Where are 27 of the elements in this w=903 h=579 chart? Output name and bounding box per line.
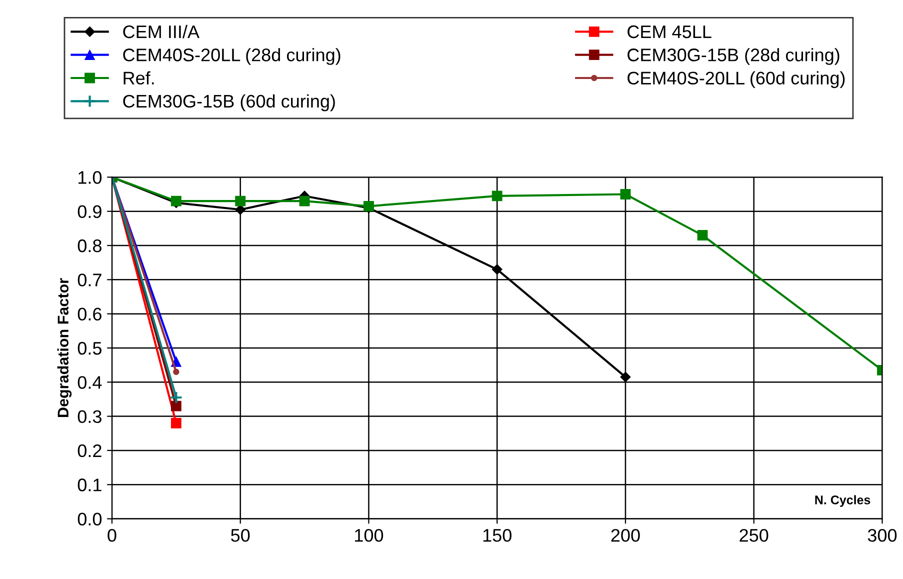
legend-label: CEM40S-20LL (28d curing) (123, 48, 340, 65)
y-tick-label: 0.4 (78, 376, 102, 389)
y-tick-label: 0.7 (78, 274, 102, 286)
x-tick-label: 300 (868, 528, 897, 542)
x-tick-label: 100 (355, 528, 384, 542)
y-tick-label: 0.2 (78, 444, 102, 458)
x-tick-label: 200 (611, 528, 640, 542)
y-tick-label: 0.3 (78, 410, 102, 424)
legend-label: CEM III/A (123, 24, 200, 38)
legend-label: CEM40S-20LL (60d curing) (628, 71, 845, 88)
x-tick-label: 150 (483, 528, 512, 542)
y-tick-label: 0.0 (78, 512, 102, 526)
y-tick-label: 0.8 (78, 239, 102, 252)
x-tick-label: 250 (740, 528, 768, 542)
y-tick-label: 0.5 (78, 342, 102, 355)
legend-label: CEM30G-15B (28d curing) (628, 48, 840, 65)
x-axis-title: N. Cycles (815, 495, 870, 507)
legend-label: CEM30G-15B (60d curing) (123, 94, 335, 112)
y-axis-title: Degradation Factor (57, 278, 72, 417)
y-tick-label: 1.0 (78, 171, 102, 184)
y-tick-label: 0.9 (78, 205, 102, 218)
legend-label: Ref. (124, 71, 154, 84)
y-tick-label: 0.6 (78, 308, 102, 321)
y-tick-label: 0.1 (78, 478, 102, 492)
x-tick-label: 50 (231, 528, 250, 542)
x-tick-label: 0 (108, 528, 116, 542)
legend-label: CEM 45LL (628, 25, 712, 38)
